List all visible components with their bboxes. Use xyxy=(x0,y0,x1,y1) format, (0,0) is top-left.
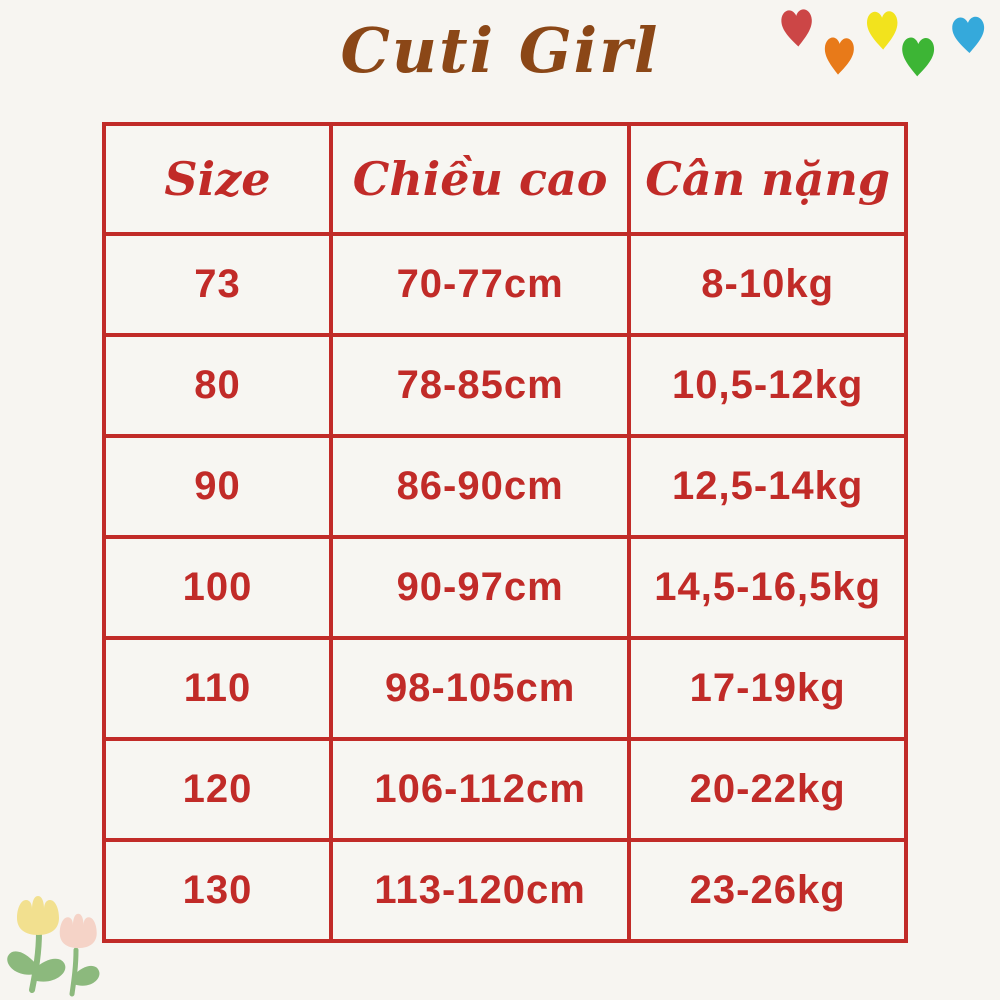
table-cell: 73 xyxy=(102,232,333,337)
green-heart-icon xyxy=(902,37,935,77)
yellow-tulip-icon xyxy=(17,896,59,935)
table-cell: 130 xyxy=(102,838,333,943)
tulip-leaf xyxy=(73,965,100,986)
table-cell: 86-90cm xyxy=(328,434,632,539)
table-row: 120 106-112cm 20-22kg xyxy=(102,737,908,842)
yellow-heart-icon xyxy=(867,11,898,50)
tulip-leaf xyxy=(7,951,36,975)
table-cell: 113-120cm xyxy=(328,838,632,943)
tulip-stem xyxy=(29,929,42,993)
tulip-leaf xyxy=(33,958,66,982)
table-cell: 14,5-16,5kg xyxy=(627,535,908,640)
table-cell: 70-77cm xyxy=(328,232,632,337)
column-header: Cân nặng xyxy=(627,122,908,236)
table-cell: 110 xyxy=(102,636,333,741)
pink-tulip-icon xyxy=(59,913,97,949)
tulips-decoration xyxy=(7,896,100,997)
size-table-header: Size Chiều cao Cân nặng xyxy=(102,122,908,236)
table-row: 80 78-85cm 10,5-12kg xyxy=(102,333,908,438)
tulip-stem xyxy=(69,947,79,997)
table-cell: 20-22kg xyxy=(627,737,908,842)
table-row: 100 90-97cm 14,5-16,5kg xyxy=(102,535,908,640)
table-cell: 10,5-12kg xyxy=(627,333,908,438)
table-cell: 98-105cm xyxy=(328,636,632,741)
size-table: Size Chiều cao Cân nặng 73 70-77cm 8-10kg 80 7… xyxy=(102,122,908,943)
orange-heart-icon xyxy=(824,37,854,75)
table-cell: 17-19kg xyxy=(627,636,908,741)
table-row: 90 86-90cm 12,5-14kg xyxy=(102,434,908,539)
hearts-decoration xyxy=(781,9,985,77)
header-row: Size Chiều cao Cân nặng xyxy=(102,122,908,236)
table-cell: 106-112cm xyxy=(328,737,632,842)
table-row: 73 70-77cm 8-10kg xyxy=(102,232,908,337)
table-cell: 90 xyxy=(102,434,333,539)
table-cell: 80 xyxy=(102,333,333,438)
table-cell: 8-10kg xyxy=(627,232,908,337)
column-header: Size xyxy=(102,122,333,236)
table-cell: 100 xyxy=(102,535,333,640)
red-heart-icon xyxy=(781,9,812,47)
table-cell: 23-26kg xyxy=(627,838,908,943)
table-row: 110 98-105cm 17-19kg xyxy=(102,636,908,741)
column-header: Chiều cao xyxy=(328,122,632,236)
table-cell: 78-85cm xyxy=(328,333,632,438)
size-table-body: 73 70-77cm 8-10kg 80 78-85cm 10,5-12kg 90 86-90… xyxy=(102,232,908,943)
table-cell: 12,5-14kg xyxy=(627,434,908,539)
table-cell: 120 xyxy=(102,737,333,842)
table-cell: 90-97cm xyxy=(328,535,632,640)
table-row: 130 113-120cm 23-26kg xyxy=(102,838,908,943)
blue-heart-icon xyxy=(952,16,985,53)
page-title: Cuti Girl xyxy=(340,14,660,87)
